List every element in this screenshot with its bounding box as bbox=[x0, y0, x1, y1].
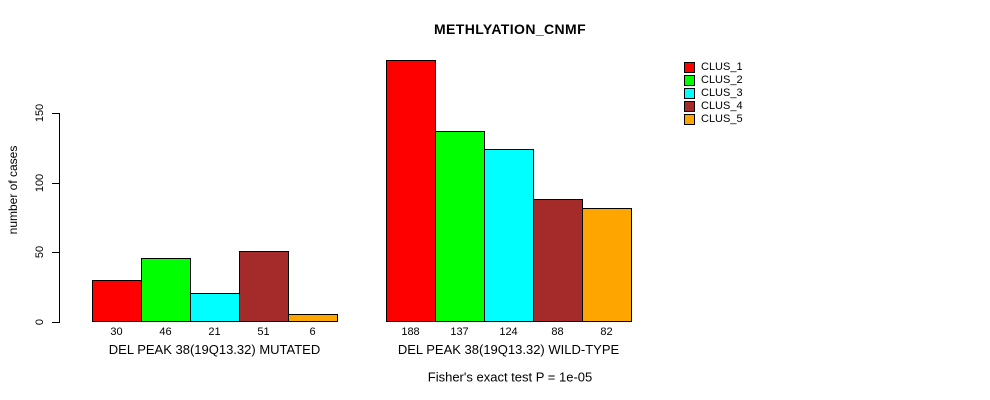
bar bbox=[582, 207, 632, 322]
y-tick-label: 150 bbox=[34, 103, 46, 123]
bar bbox=[190, 292, 240, 322]
y-tick-mark bbox=[52, 252, 59, 254]
bar-value-label: 188 bbox=[401, 326, 420, 338]
bar-value-label: 6 bbox=[309, 326, 316, 338]
bar-value-label: 88 bbox=[551, 326, 564, 338]
legend-label: CLUS_4 bbox=[701, 100, 743, 112]
bar bbox=[239, 250, 289, 322]
bar-value-label: 82 bbox=[600, 326, 613, 338]
bar bbox=[141, 257, 191, 322]
y-tick-mark bbox=[52, 113, 59, 114]
bar bbox=[386, 60, 436, 322]
y-tick-label: 50 bbox=[34, 246, 46, 259]
legend-swatch bbox=[684, 62, 695, 73]
bar-value-label: 46 bbox=[159, 326, 172, 338]
bar bbox=[484, 149, 534, 322]
y-axis-label: number of cases bbox=[6, 145, 20, 235]
y-axis-line bbox=[59, 113, 60, 323]
annotation-text: Fisher's exact test P = 1e-05 bbox=[427, 369, 593, 385]
y-tick-label: 0 bbox=[34, 318, 46, 326]
legend-swatch bbox=[684, 88, 695, 99]
bar bbox=[533, 199, 583, 322]
legend-swatch bbox=[684, 75, 695, 86]
bar-value-label: 51 bbox=[257, 326, 270, 338]
bar-value-label: 124 bbox=[499, 326, 518, 338]
legend-label: CLUS_2 bbox=[701, 74, 743, 86]
chart-title: METHLYATION_CNMF bbox=[433, 21, 587, 37]
legend-label: CLUS_3 bbox=[701, 87, 743, 99]
legend-swatch bbox=[684, 101, 695, 112]
bar-value-label: 21 bbox=[208, 326, 221, 338]
group-axis-label: DEL PEAK 38(19Q13.32) WILD-TYPE bbox=[397, 342, 620, 357]
y-tick-label: 100 bbox=[34, 173, 46, 192]
group-axis-label: DEL PEAK 38(19Q13.32) MUTATED bbox=[108, 342, 321, 357]
legend-swatch bbox=[684, 114, 695, 125]
bar bbox=[435, 131, 485, 322]
y-tick-mark bbox=[52, 322, 59, 323]
legend-label: CLUS_1 bbox=[701, 61, 743, 73]
y-tick-mark bbox=[52, 182, 59, 184]
bar bbox=[92, 280, 142, 322]
legend-label: CLUS_5 bbox=[701, 113, 743, 125]
bar-value-label: 137 bbox=[450, 326, 469, 338]
bar-value-label: 30 bbox=[110, 326, 123, 338]
bar bbox=[288, 313, 338, 322]
